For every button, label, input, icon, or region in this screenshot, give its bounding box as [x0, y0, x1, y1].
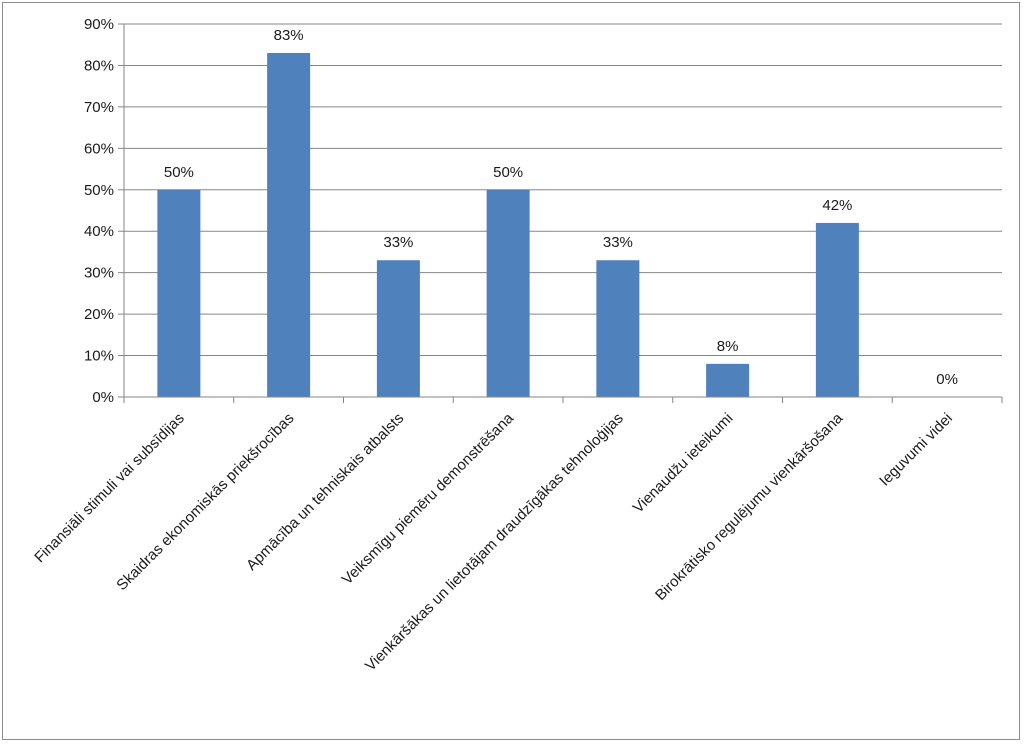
y-tick-label: 20%	[84, 306, 114, 323]
bar	[706, 363, 750, 397]
y-tick-label: 70%	[84, 99, 114, 116]
bar	[486, 189, 530, 397]
bar	[267, 53, 311, 398]
bar	[815, 222, 859, 397]
data-label: 50%	[164, 164, 194, 181]
data-label: 83%	[274, 27, 304, 44]
data-label: 33%	[383, 234, 413, 251]
category-label: Ieguvumi videi	[876, 410, 956, 490]
gridlines	[124, 23, 1002, 357]
axes	[118, 23, 1003, 403]
y-tick-label: 80%	[84, 57, 114, 74]
y-tick-label: 90%	[84, 16, 114, 33]
bar	[376, 260, 420, 397]
data-label: 33%	[603, 234, 633, 251]
bar	[157, 189, 201, 397]
category-label: Vienaudžu ieteikumi	[630, 410, 737, 517]
y-tick-label: 30%	[84, 265, 114, 282]
data-label: 8%	[717, 338, 739, 355]
data-label: 0%	[936, 371, 958, 388]
bar	[596, 260, 640, 397]
y-tick-label: 40%	[84, 223, 114, 240]
y-tick-label: 50%	[84, 182, 114, 199]
y-tick-label: 60%	[84, 140, 114, 157]
category-label: Birokrātisko regulējumu vienkāršošana	[652, 409, 847, 604]
category-label: Skaidras ekonomiskās priekšrocības	[113, 410, 297, 594]
data-label: 50%	[493, 164, 523, 181]
category-label: Vienkāršākas un lietotājam draudzīgākas …	[362, 410, 627, 675]
data-label: 42%	[822, 197, 852, 214]
y-tick-label: 0%	[92, 389, 114, 406]
y-tick-label: 10%	[84, 348, 114, 365]
bars	[157, 53, 859, 398]
category-label: Veiksmīgu piemēru demonstrēšana	[339, 409, 518, 588]
